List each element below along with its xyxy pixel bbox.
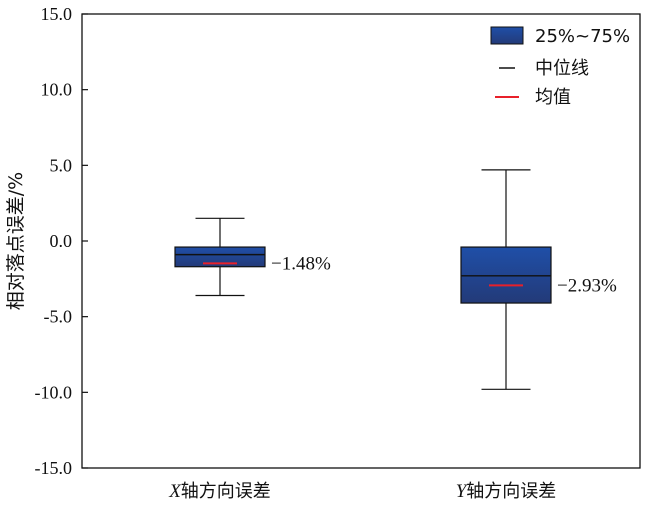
box-series-2: −2.93% [460, 169, 617, 390]
y-tick-label: 5.0 [50, 155, 73, 175]
mean-annotation: −2.93% [557, 275, 617, 296]
y-tick-label: -5.0 [44, 307, 73, 327]
plot-frame [81, 13, 641, 469]
iqr-box [174, 246, 266, 268]
box-series-1: −1.48% [174, 217, 331, 297]
x-category-label: Y轴方向误差 [456, 481, 557, 502]
y-tick-label: 0.0 [50, 231, 73, 251]
iqr-box [460, 246, 552, 304]
y-axis-title: 相对落点误差/% [5, 172, 27, 310]
legend-label: 25%~75% [535, 26, 630, 47]
y-tick-label: 15.0 [41, 4, 73, 24]
legend-label: 中位线 [535, 58, 589, 79]
mean-annotation: −1.48% [271, 253, 331, 274]
legend-box-swatch [490, 26, 524, 45]
legend-label: 均值 [535, 87, 571, 108]
y-tick-label: -15.0 [35, 458, 73, 478]
y-tick-label: -10.0 [35, 382, 73, 402]
y-tick-label: 10.0 [41, 80, 73, 100]
x-category-label: X轴方向误差 [168, 481, 271, 502]
